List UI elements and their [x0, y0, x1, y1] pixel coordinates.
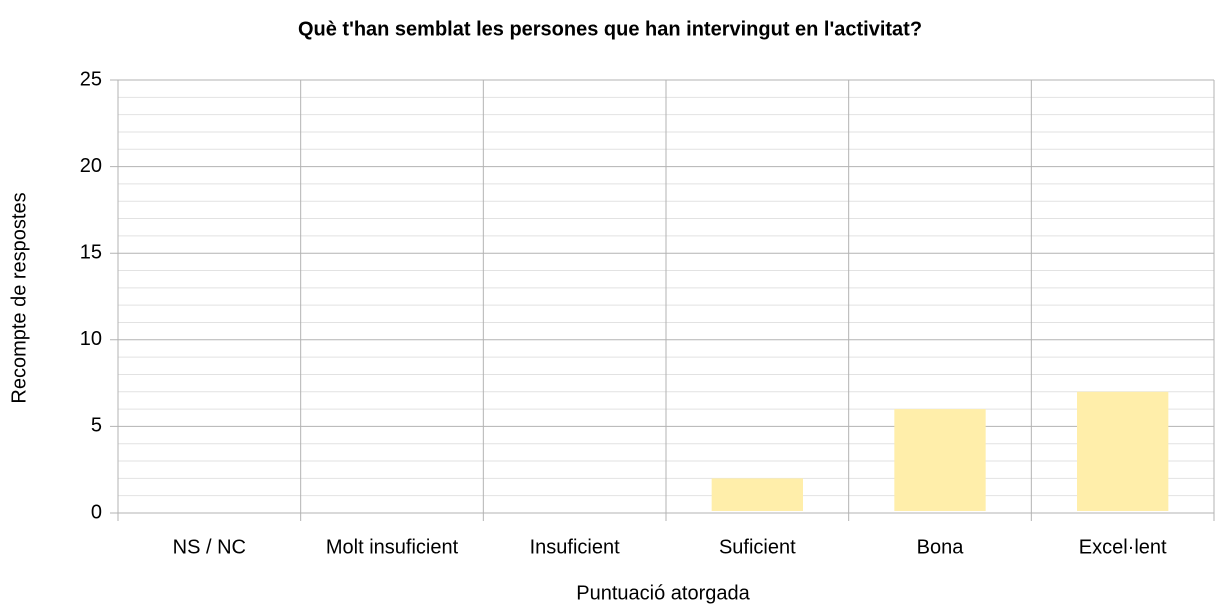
x-tick-label: Insuficient — [530, 536, 620, 558]
y-tick-label: 25 — [80, 68, 102, 90]
bar — [894, 409, 986, 511]
x-tick-label: Bona — [917, 536, 965, 558]
x-tick-label: Molt insuficient — [326, 536, 459, 558]
y-tick-label: 5 — [91, 415, 102, 437]
x-tick-label: NS / NC — [173, 536, 246, 558]
x-tick-label: Excel·lent — [1079, 536, 1167, 558]
y-tick-label: 0 — [91, 501, 102, 523]
y-tick-label: 20 — [80, 155, 102, 177]
x-axis-label: Puntuació atorgada — [576, 582, 750, 604]
bar — [1077, 391, 1169, 511]
chart-title: Què t'han semblat les persones que han i… — [298, 18, 922, 40]
y-tick-label: 15 — [80, 241, 102, 263]
x-tick-label: Suficient — [719, 536, 796, 558]
y-tick-label: 10 — [80, 328, 102, 350]
y-axis-label: Recompte de respostes — [8, 192, 30, 403]
bar — [711, 478, 803, 511]
